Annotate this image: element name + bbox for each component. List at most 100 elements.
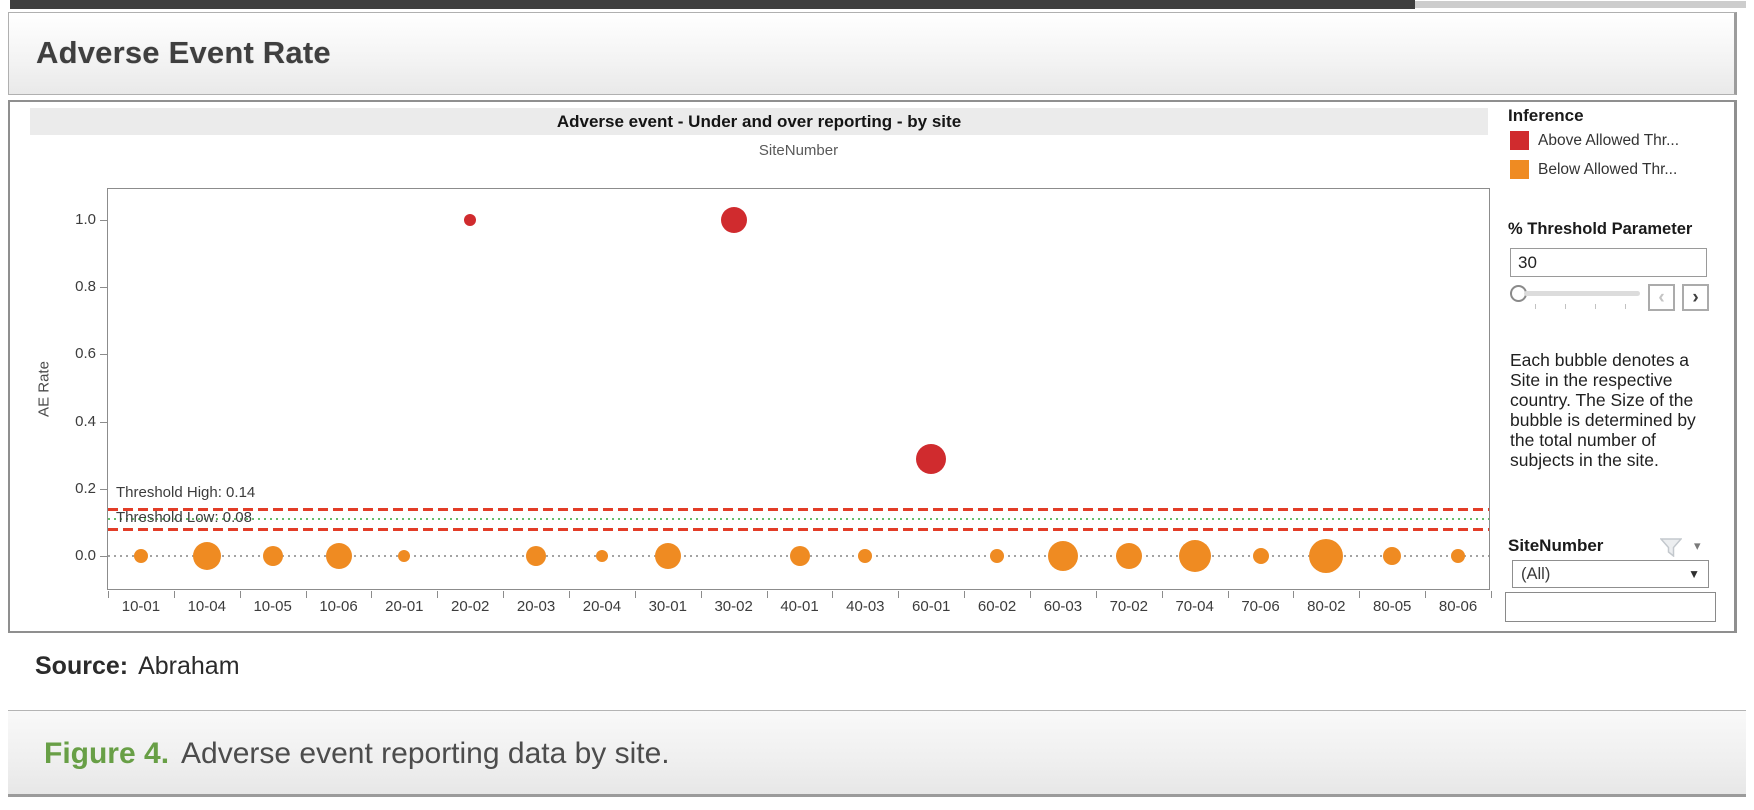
legend-swatch-below-icon xyxy=(1510,160,1529,179)
threshold-high-label: Threshold High: 0.14 xyxy=(116,484,256,501)
bubble-80-05[interactable] xyxy=(1383,547,1402,565)
bubble-20-03[interactable] xyxy=(526,546,547,566)
legend-label-below: Below Allowed Thr... xyxy=(1538,161,1678,178)
x-axis-tick xyxy=(1162,591,1163,598)
slider-increment-button[interactable]: › xyxy=(1682,284,1709,311)
bubble-10-06[interactable] xyxy=(325,543,352,569)
x-axis-tick xyxy=(569,591,570,598)
x-axis-tick xyxy=(108,591,109,598)
x-axis-tick xyxy=(635,591,636,598)
x-axis-tick xyxy=(964,591,965,598)
x-axis-category-label: 70-04 xyxy=(1175,598,1214,615)
threshold-low-line xyxy=(108,528,1489,532)
x-axis-category-label: 20-04 xyxy=(582,598,622,615)
source-label: Source: xyxy=(35,652,129,680)
bubble-20-02[interactable] xyxy=(464,214,477,226)
x-axis-category-label: 60-01 xyxy=(912,598,951,615)
figure-header-panel: Adverse Event Rate xyxy=(8,12,1737,95)
x-axis-category-label: 20-03 xyxy=(516,598,556,615)
x-axis-title: SiteNumber xyxy=(758,142,839,159)
x-axis-category-label: 20-01 xyxy=(385,598,424,615)
bubble-80-02[interactable] xyxy=(1309,539,1344,573)
x-axis-tick xyxy=(701,591,702,598)
x-axis-category-label: 80-06 xyxy=(1438,598,1478,615)
slider-tick xyxy=(1565,304,1566,309)
x-axis-tick xyxy=(1425,591,1426,598)
y-axis-tick-label: 0.4 xyxy=(75,412,96,430)
site-filter-selected-value: (All) xyxy=(1521,565,1551,583)
source-line: Source: Abraham xyxy=(35,652,240,681)
bubble-explanation-text: Each bubble denotes a Site in the respec… xyxy=(1510,350,1696,470)
slider-tick xyxy=(1595,304,1596,309)
bubble-70-06[interactable] xyxy=(1252,548,1269,564)
x-axis-tick xyxy=(1030,591,1031,598)
y-axis-tick xyxy=(100,354,108,356)
bubble-10-04[interactable] xyxy=(192,542,221,570)
x-axis-category-label: 10-06 xyxy=(319,598,358,615)
y-axis-tick-label: 0.0 xyxy=(75,547,96,564)
x-axis-category-label: 60-02 xyxy=(977,598,1017,615)
bubble-80-06[interactable] xyxy=(1451,549,1466,563)
filter-funnel-icon[interactable] xyxy=(1659,538,1683,562)
bubble-10-01[interactable] xyxy=(133,549,148,563)
bubble-40-03[interactable] xyxy=(858,549,873,563)
bubble-70-04[interactable] xyxy=(1178,540,1211,572)
filter-menu-caret-icon[interactable]: ▾ xyxy=(1694,538,1701,553)
x-axis-category-label: 60-03 xyxy=(1043,598,1083,615)
site-filter-dropdown[interactable]: (All) ▼ xyxy=(1512,560,1709,588)
x-axis-category-label: 30-02 xyxy=(714,598,753,615)
bubble-60-01[interactable] xyxy=(916,443,947,474)
threshold-slider-track[interactable] xyxy=(1524,291,1640,296)
page-title: Adverse Event Rate xyxy=(36,35,331,70)
bubble-20-01[interactable] xyxy=(398,550,411,562)
bubble-40-01[interactable] xyxy=(789,546,810,566)
x-axis-tick xyxy=(371,591,372,598)
x-axis-category-label: 20-02 xyxy=(451,598,490,615)
y-axis-tick-label: 0.2 xyxy=(75,479,96,497)
x-axis-tick xyxy=(1359,591,1360,598)
plot-area[interactable]: 0.0 0.2 0.4 0.6 0.8 1.0 10-01 10-04 10-05 10-06 20… xyxy=(75,188,1492,615)
figure-caption-panel: Figure 4. Adverse event reporting data by… xyxy=(8,710,1746,797)
x-axis-tick xyxy=(306,591,307,598)
reference-line xyxy=(108,518,1489,521)
y-axis-tick-label: 1.0 xyxy=(75,211,96,228)
threshold-low-label: Threshold Low: 0.08 xyxy=(116,509,252,526)
x-axis-category-label: 80-02 xyxy=(1307,598,1346,615)
x-axis-tick xyxy=(1491,591,1492,598)
bubble-60-03[interactable] xyxy=(1047,541,1078,571)
y-axis-tick xyxy=(100,287,108,289)
y-axis-tick xyxy=(100,421,108,423)
x-axis-category-label: 10-01 xyxy=(121,598,161,615)
figure-number: Figure 4. xyxy=(44,737,170,770)
bubble-30-01[interactable] xyxy=(654,543,681,569)
y-axis-tick-label: 0.6 xyxy=(75,345,96,363)
x-axis-tick xyxy=(832,591,833,598)
figure-caption-text: Adverse event reporting data by site. xyxy=(181,737,670,770)
filter-title: SiteNumber xyxy=(1508,536,1604,555)
x-axis-category-label: 10-04 xyxy=(187,598,226,615)
chart-title: Adverse event - Under and over reporting… xyxy=(30,108,1488,135)
dashboard-panel: Adverse event - Under and over reporting… xyxy=(8,100,1737,633)
x-axis-category-label: 70-06 xyxy=(1241,598,1280,615)
y-axis-tick xyxy=(100,220,108,221)
x-axis-tick xyxy=(1293,591,1294,598)
slider-decrement-button[interactable]: ‹ xyxy=(1648,284,1675,311)
site-filter-search-input[interactable] xyxy=(1505,592,1716,622)
bubble-70-02[interactable] xyxy=(1115,543,1142,569)
x-axis-category-label: 80-05 xyxy=(1373,598,1412,615)
x-axis-tick xyxy=(898,591,899,598)
bubble-20-04[interactable] xyxy=(595,550,608,562)
bubble-60-02[interactable] xyxy=(990,549,1005,563)
dropdown-caret-icon: ▼ xyxy=(1688,567,1700,581)
bubble-30-02[interactable] xyxy=(720,207,747,233)
threshold-parameter-input[interactable] xyxy=(1510,248,1707,277)
top-rule-dark xyxy=(10,0,1415,9)
y-axis-tick-label: 0.8 xyxy=(75,278,96,296)
x-axis-tick xyxy=(437,591,438,598)
x-axis-tick xyxy=(240,591,241,598)
bubble-10-05[interactable] xyxy=(262,546,283,566)
x-axis-tick xyxy=(767,591,768,598)
x-axis-category-label: 40-03 xyxy=(846,598,885,615)
threshold-parameter-label: % Threshold Parameter xyxy=(1508,220,1693,238)
x-axis-category-label: 40-01 xyxy=(780,598,819,615)
